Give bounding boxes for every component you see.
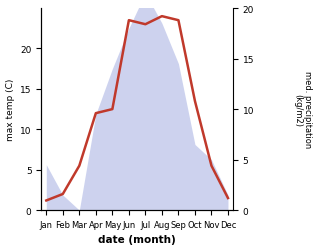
X-axis label: date (month): date (month) (98, 234, 176, 244)
Y-axis label: max temp (C): max temp (C) (5, 78, 15, 141)
Y-axis label: med. precipitation
(kg/m2): med. precipitation (kg/m2) (293, 71, 313, 148)
